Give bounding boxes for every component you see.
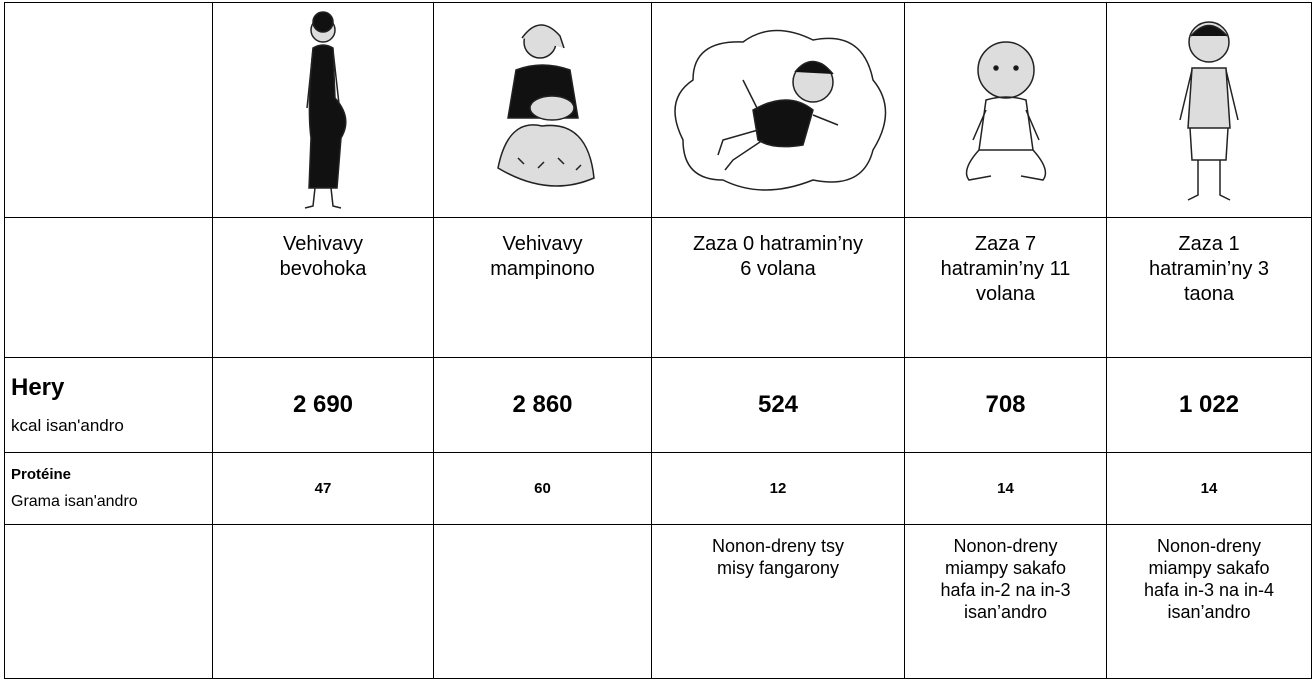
column-label: Vehivavy mampinono — [434, 218, 652, 358]
pregnant-woman-illustration — [283, 8, 363, 213]
column-label: Vehivavy bevohoka — [213, 218, 434, 358]
column-label-row: Vehivavy bevohoka Vehivavy mampinono Zaz… — [5, 218, 1312, 358]
empty-cell — [5, 3, 213, 218]
child-illustration — [1164, 10, 1254, 210]
notes-row: Nonon-dreny tsy misy fangarony Nonon-dre… — [5, 525, 1312, 679]
row-unit: kcal isan'andro — [11, 416, 212, 436]
column-label: Zaza 7 hatramin’ny 11 volana — [905, 218, 1107, 358]
image-cell — [1107, 3, 1312, 218]
empty-cell — [5, 525, 213, 679]
value-cell: 2 860 — [434, 358, 652, 453]
image-cell — [652, 3, 905, 218]
value-cell: 14 — [1107, 453, 1312, 525]
row-unit: Grama isan'andro — [11, 493, 212, 511]
empty-cell — [5, 218, 213, 358]
breastfeeding-mother-illustration — [478, 8, 608, 213]
row-label: Protéine — [11, 466, 212, 483]
value-cell: 12 — [652, 453, 905, 525]
note-cell — [434, 525, 652, 679]
value-cell: 2 690 — [213, 358, 434, 453]
image-cell — [905, 3, 1107, 218]
nutrition-table: Vehivavy bevohoka Vehivavy mampinono Zaz… — [4, 2, 1312, 679]
page: {"table": { "columns": ["Vehivavy\nbevoh… — [0, 0, 1314, 659]
infant-illustration — [951, 20, 1061, 200]
row-header: Protéine Grama isan'andro — [5, 453, 213, 525]
image-cell — [213, 3, 434, 218]
newborn-illustration — [663, 20, 893, 200]
value-cell: 1 022 — [1107, 358, 1312, 453]
value-cell: 60 — [434, 453, 652, 525]
note-cell: Nonon-dreny miampy sakafo hafa in-2 na i… — [905, 525, 1107, 679]
column-label: Zaza 1 hatramin’ny 3 taona — [1107, 218, 1312, 358]
value-cell: 47 — [213, 453, 434, 525]
value-cell: 708 — [905, 358, 1107, 453]
row-header: Hery kcal isan'andro — [5, 358, 213, 453]
image-cell — [434, 3, 652, 218]
note-cell: Nonon-dreny miampy sakafo hafa in-3 na i… — [1107, 525, 1312, 679]
protein-row: Protéine Grama isan'andro 47 60 12 14 14 — [5, 453, 1312, 525]
note-cell — [213, 525, 434, 679]
value-cell: 524 — [652, 358, 905, 453]
value-cell: 14 — [905, 453, 1107, 525]
note-cell: Nonon-dreny tsy misy fangarony — [652, 525, 905, 679]
column-label: Zaza 0 hatramin’ny 6 volana — [652, 218, 905, 358]
image-row — [5, 3, 1312, 218]
row-label: Hery — [11, 374, 212, 402]
